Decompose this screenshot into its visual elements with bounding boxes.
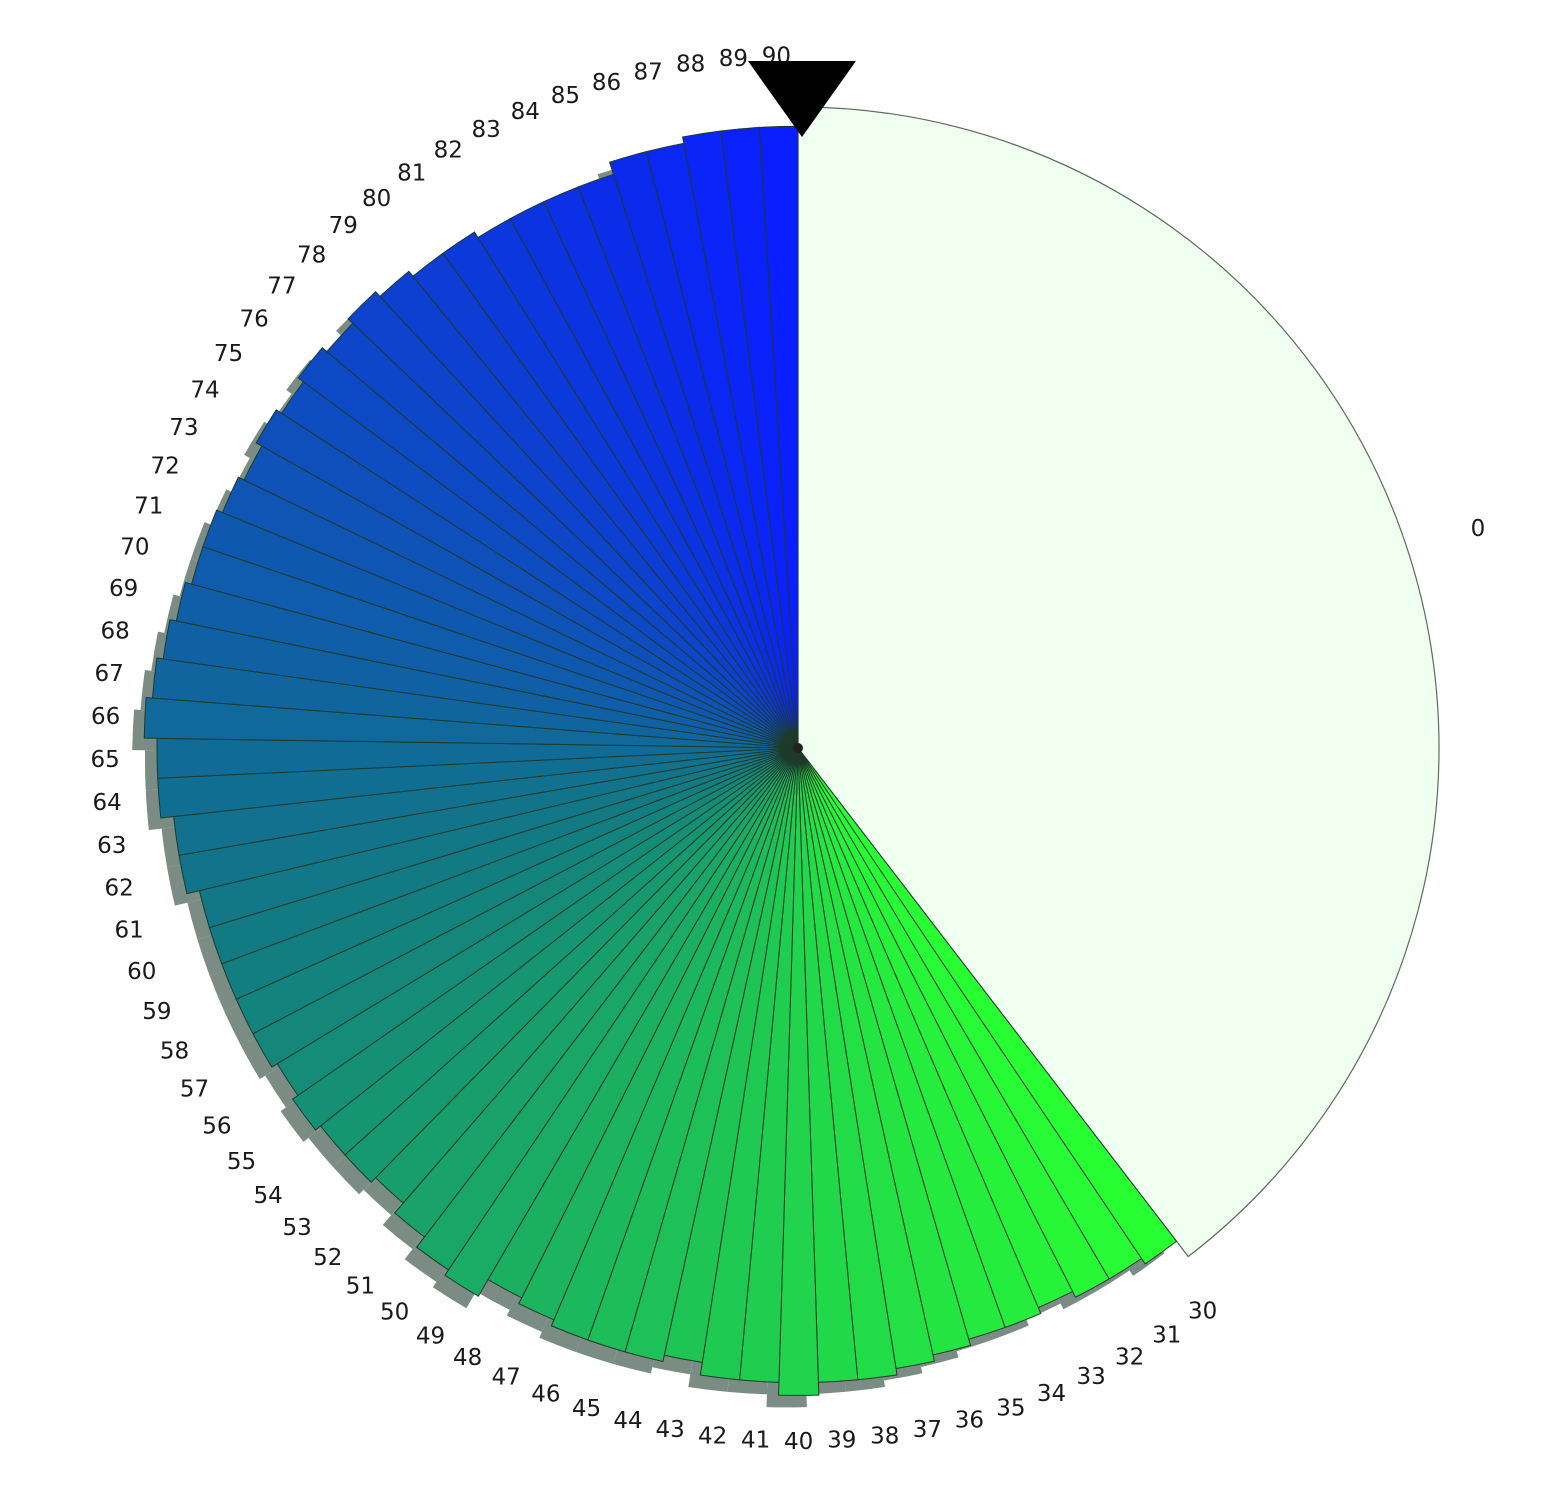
slice-label-33: 33 — [1076, 1364, 1105, 1390]
slice-label-62: 62 — [105, 876, 134, 902]
slice-label-83: 83 — [472, 117, 501, 143]
slice-label-49: 49 — [416, 1324, 445, 1350]
slice-label-77: 77 — [267, 274, 296, 300]
slice-label-35: 35 — [996, 1396, 1025, 1422]
slice-label-50: 50 — [380, 1300, 409, 1326]
wedge-51 — [394, 747, 799, 1238]
slice-label-48: 48 — [453, 1345, 482, 1371]
slice-label-76: 76 — [239, 307, 268, 333]
slice-label-55: 55 — [227, 1149, 256, 1175]
slice-label-63: 63 — [97, 833, 126, 859]
wedge-50 — [415, 747, 799, 1271]
slice-label-80: 80 — [362, 186, 391, 212]
slice-label-74: 74 — [190, 377, 219, 403]
slice-label-38: 38 — [870, 1424, 899, 1450]
slice-label-81: 81 — [397, 161, 426, 187]
slice-label-85: 85 — [551, 83, 580, 109]
pointer-marker-icon — [748, 61, 856, 137]
wedge-81 — [442, 231, 799, 749]
slice-label-30: 30 — [1188, 1299, 1217, 1325]
slice-label-66: 66 — [91, 704, 120, 730]
labels-layer: 0 30 31 32 33 34 35 36 37 38 39 40 41 42 43 44 45 46 47 48 4… — [90, 43, 1485, 1455]
slice-label-87: 87 — [634, 59, 663, 85]
slice-label-75: 75 — [214, 341, 243, 367]
slice-label-84: 84 — [511, 99, 540, 125]
slice-label-86: 86 — [592, 70, 621, 96]
slice-label-70: 70 — [120, 535, 149, 561]
slice-label-0: 0 — [1471, 516, 1486, 542]
slice-label-61: 61 — [115, 918, 144, 944]
slice-label-64: 64 — [92, 790, 121, 816]
wedge-47 — [518, 747, 799, 1321]
slice-label-88: 88 — [676, 51, 705, 77]
main-slice-0 — [797, 106, 1440, 1258]
marker-layer — [748, 61, 856, 137]
slice-label-41: 41 — [741, 1428, 770, 1454]
wedge-74 — [255, 409, 799, 749]
slice-label-32: 32 — [1115, 1345, 1144, 1371]
main-slice-layer — [797, 106, 1440, 1258]
slice-label-37: 37 — [913, 1417, 942, 1443]
wedge-40 — [778, 747, 820, 1396]
slice-label-51: 51 — [346, 1273, 375, 1299]
slice-label-54: 54 — [254, 1183, 283, 1209]
slice-label-79: 79 — [329, 213, 358, 239]
slice-label-78: 78 — [297, 242, 326, 268]
slice-label-69: 69 — [109, 576, 138, 602]
slice-label-56: 56 — [202, 1114, 231, 1140]
slice-label-59: 59 — [142, 999, 171, 1025]
wedge-79 — [379, 270, 799, 749]
slice-label-39: 39 — [827, 1428, 856, 1454]
slice-label-34: 34 — [1037, 1381, 1066, 1407]
slice-label-82: 82 — [434, 138, 463, 164]
wedge-55 — [291, 747, 799, 1131]
slice-label-42: 42 — [698, 1424, 727, 1450]
wedge-30 — [797, 747, 1178, 1265]
wedge-69 — [175, 581, 799, 749]
slice-label-45: 45 — [572, 1396, 601, 1422]
wedge-49 — [444, 747, 799, 1297]
slice-label-58: 58 — [160, 1039, 189, 1065]
slice-label-57: 57 — [180, 1077, 209, 1103]
slice-label-72: 72 — [150, 454, 179, 480]
slice-label-53: 53 — [282, 1215, 311, 1241]
wedge-71 — [202, 509, 799, 749]
slice-label-44: 44 — [613, 1408, 642, 1434]
wedge-46 — [550, 747, 799, 1341]
wedge-72 — [221, 476, 799, 749]
slice-label-89: 89 — [719, 46, 748, 72]
slice-label-36: 36 — [955, 1408, 984, 1434]
slice-label-52: 52 — [313, 1245, 342, 1271]
slice-label-65: 65 — [90, 747, 119, 773]
wedges-layer — [143, 125, 1178, 1396]
slice-label-71: 71 — [134, 494, 163, 520]
slice-label-60: 60 — [127, 959, 156, 985]
slice-label-43: 43 — [655, 1417, 684, 1443]
slice-label-47: 47 — [492, 1365, 521, 1391]
slice-label-40: 40 — [784, 1429, 813, 1455]
slice-label-46: 46 — [531, 1382, 560, 1408]
center-point — [793, 743, 803, 753]
slice-label-73: 73 — [169, 415, 198, 441]
slice-label-67: 67 — [94, 661, 123, 687]
wedge-32 — [797, 747, 1110, 1298]
wedge-78 — [347, 290, 799, 749]
wedge-76 — [297, 346, 799, 749]
slice-label-31: 31 — [1152, 1323, 1181, 1349]
slice-label-68: 68 — [100, 618, 129, 644]
